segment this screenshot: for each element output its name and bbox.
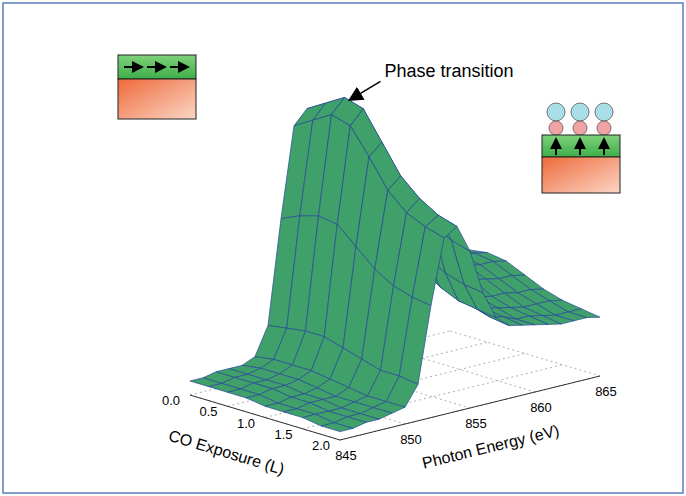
svg-text:860: 860 — [530, 400, 552, 415]
svg-text:Phase transition: Phase transition — [385, 61, 514, 81]
svg-text:845: 845 — [335, 448, 357, 463]
svg-text:855: 855 — [465, 416, 487, 431]
svg-text:850: 850 — [400, 432, 422, 447]
svg-text:865: 865 — [595, 384, 617, 399]
svg-text:0.0: 0.0 — [162, 393, 180, 408]
svg-text:1.5: 1.5 — [274, 427, 292, 442]
svg-text:2.0: 2.0 — [312, 438, 330, 453]
svg-text:1.0: 1.0 — [237, 416, 255, 431]
svg-text:0.5: 0.5 — [199, 404, 217, 419]
svg-text:Photon Energy (eV): Photon Energy (eV) — [420, 422, 561, 472]
svg-text:CO Exposure (L): CO Exposure (L) — [167, 427, 287, 478]
